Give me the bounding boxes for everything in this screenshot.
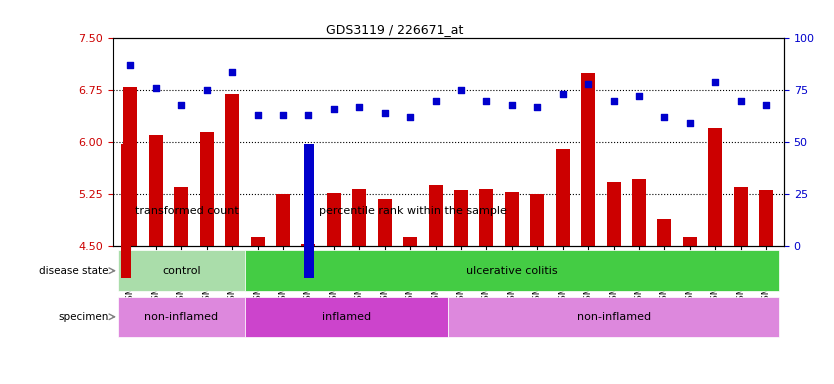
Point xyxy=(455,87,468,93)
Bar xyxy=(118,296,245,337)
Bar xyxy=(245,250,779,291)
Bar xyxy=(403,237,417,246)
Bar xyxy=(250,237,264,246)
Bar xyxy=(454,190,468,246)
Point xyxy=(429,98,442,104)
Bar xyxy=(505,192,519,246)
Bar xyxy=(555,149,570,246)
Text: disease state: disease state xyxy=(39,266,108,276)
Point xyxy=(404,114,417,120)
Point xyxy=(709,79,722,85)
Point xyxy=(658,114,671,120)
Text: inflamed: inflamed xyxy=(322,312,371,322)
Point xyxy=(276,112,289,118)
Point xyxy=(378,110,391,116)
Bar xyxy=(708,128,722,246)
Bar xyxy=(530,194,545,246)
Point xyxy=(632,93,646,99)
Point xyxy=(556,91,570,98)
Text: non-inflamed: non-inflamed xyxy=(144,312,219,322)
Bar xyxy=(657,220,671,246)
Point xyxy=(607,98,620,104)
Point xyxy=(760,102,773,108)
Title: GDS3119 / 226671_at: GDS3119 / 226671_at xyxy=(326,23,463,36)
Point xyxy=(174,102,188,108)
Bar xyxy=(449,296,779,337)
Point xyxy=(530,104,544,110)
Bar xyxy=(581,73,595,246)
Bar xyxy=(683,237,697,246)
Bar xyxy=(378,199,392,246)
Text: ulcerative colitis: ulcerative colitis xyxy=(466,266,558,276)
Text: specimen: specimen xyxy=(58,312,108,322)
Point xyxy=(581,81,595,87)
Point xyxy=(302,112,315,118)
Bar xyxy=(606,182,620,246)
Point xyxy=(734,98,747,104)
Point xyxy=(480,98,493,104)
Point xyxy=(149,85,163,91)
Point xyxy=(327,106,340,112)
Point xyxy=(505,102,519,108)
Point xyxy=(251,112,264,118)
Bar xyxy=(327,192,341,246)
Bar xyxy=(245,296,449,337)
Bar xyxy=(632,179,646,246)
Bar xyxy=(480,189,494,246)
Point xyxy=(123,62,137,68)
Bar xyxy=(199,132,214,246)
Bar xyxy=(352,189,366,246)
Point xyxy=(353,104,366,110)
Bar xyxy=(123,87,138,246)
Bar xyxy=(429,185,443,246)
Bar xyxy=(225,94,239,246)
Bar xyxy=(759,190,773,246)
Point xyxy=(683,120,696,126)
Bar xyxy=(118,250,245,291)
Bar xyxy=(734,187,748,246)
Bar xyxy=(276,194,290,246)
Bar xyxy=(301,244,315,246)
Text: percentile rank within the sample: percentile rank within the sample xyxy=(319,206,506,216)
Text: transformed count: transformed count xyxy=(135,206,239,216)
Point xyxy=(200,87,214,93)
Bar xyxy=(174,187,188,246)
Text: control: control xyxy=(162,266,200,276)
Bar xyxy=(148,135,163,246)
Point xyxy=(225,68,239,74)
Text: non-inflamed: non-inflamed xyxy=(576,312,651,322)
